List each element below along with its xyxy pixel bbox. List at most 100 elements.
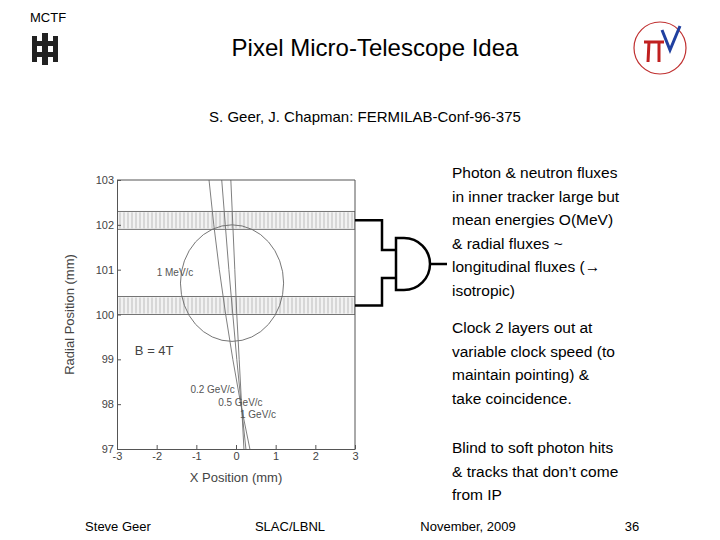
bullet-line: & tracks that don’t come	[452, 463, 618, 480]
tick-mark	[315, 445, 316, 449]
chart: -3-2-10123979899100101102103X Position (…	[62, 174, 359, 485]
pixel-cell	[264, 212, 265, 228]
pixel-cell	[176, 212, 177, 228]
pixel-cell	[208, 298, 209, 314]
footer-text: Steve Geer	[85, 519, 151, 534]
pixel-cell	[324, 298, 325, 314]
tick: 0	[233, 445, 239, 462]
pixel-cell	[268, 298, 269, 314]
pixel-cell	[284, 298, 285, 314]
y-axis-title: Radial Position (mm)	[62, 254, 77, 375]
logo-part	[42, 33, 48, 65]
pixel-cell	[216, 298, 217, 314]
tick-label: 98	[102, 398, 114, 410]
tick: -1	[192, 445, 202, 462]
pixel-cell	[156, 212, 157, 228]
pixel-cell	[136, 212, 137, 228]
pixel-cell	[160, 298, 161, 314]
pixel-cell	[188, 212, 189, 228]
pixel-cell	[316, 212, 317, 228]
pixel-cell	[332, 212, 333, 228]
track-label: 0.5 GeV/c	[218, 397, 262, 408]
pixel-cell	[200, 212, 201, 228]
pixel-cell	[176, 298, 177, 314]
pixel-cell	[148, 298, 149, 314]
pixel-cell	[196, 212, 197, 228]
bullet-line: take coincidence.	[452, 390, 572, 407]
pixel-cell	[276, 298, 277, 314]
pixel-cell	[140, 212, 141, 228]
pixel-cell	[320, 298, 321, 314]
plot-background	[117, 180, 355, 449]
pixel-cell	[348, 212, 349, 228]
pixel-cell	[300, 212, 301, 228]
pixel-cell	[296, 212, 297, 228]
pixel-cell	[268, 212, 269, 228]
pixel-cell	[208, 212, 209, 228]
pixel-cell	[304, 298, 305, 314]
pixel-cell	[148, 212, 149, 228]
logo-part	[32, 36, 37, 62]
tick-mark	[117, 404, 121, 405]
plot-area	[117, 180, 355, 449]
tick-label: 100	[96, 309, 114, 321]
tick-mark	[117, 449, 121, 450]
bullet-line: Blind to soft photon hits	[452, 439, 613, 456]
footer-text: 36	[625, 519, 639, 534]
pixel-cell	[272, 212, 273, 228]
bullet-line: from IP	[452, 486, 502, 503]
tick-label: 97	[102, 443, 114, 455]
wire	[430, 263, 447, 266]
pixel-cell	[188, 298, 189, 314]
tick-label: -1	[192, 450, 202, 462]
pixel-hatch	[120, 212, 352, 228]
tick-label: -3	[113, 450, 123, 462]
pixel-cell	[284, 212, 285, 228]
pixel-cell	[132, 212, 133, 228]
bullet-line: variable clock speed (to	[452, 343, 615, 360]
tick: -2	[152, 445, 162, 462]
tick-label: 102	[96, 219, 114, 231]
pixel-cell	[288, 212, 289, 228]
pixel-cell	[192, 212, 193, 228]
tick: 1	[273, 445, 279, 462]
wire	[355, 278, 396, 306]
slide: MCTFPixel Micro-Telescope IdeaS. Geer, J…	[0, 0, 720, 540]
pixel-cell	[348, 298, 349, 314]
pixel-cell	[192, 298, 193, 314]
pixel-cell	[184, 212, 185, 228]
pixel-cell	[308, 212, 309, 228]
pixel-cell	[124, 212, 125, 228]
footer-text: November, 2009	[420, 519, 515, 534]
circle-label: 1 MeV/c	[157, 267, 194, 278]
pixel-cell	[336, 298, 337, 314]
pixel-cell	[296, 298, 297, 314]
pixel-cell	[308, 298, 309, 314]
footer-text: SLAC/LBNL	[255, 519, 325, 534]
pixel-cell	[164, 212, 165, 228]
pixel-cell	[228, 298, 229, 314]
pixel-cell	[312, 212, 313, 228]
logo-part	[634, 22, 686, 74]
pixel-cell	[220, 298, 221, 314]
pixel-cell	[204, 212, 205, 228]
neutrino-factory-logo	[634, 22, 686, 74]
pixel-cell	[272, 298, 273, 314]
pixel-cell	[128, 298, 129, 314]
pixel-cell	[172, 212, 173, 228]
pixel-cell	[340, 212, 341, 228]
pixel-cell	[228, 212, 229, 228]
bullet-line: Photon & neutron fluxes	[452, 164, 618, 181]
pixel-cell	[152, 212, 153, 228]
tick-label: -2	[152, 450, 162, 462]
tick-label: 3	[352, 450, 358, 462]
pixel-cell	[316, 298, 317, 314]
header: MCTF	[30, 10, 66, 25]
tick: 102	[96, 219, 121, 231]
pixel-cell	[288, 298, 289, 314]
circle-track	[180, 225, 283, 342]
pixel-cell	[172, 298, 173, 314]
fermilab-logo	[32, 33, 58, 65]
tick: 100	[96, 309, 121, 321]
pixel-cell	[292, 298, 293, 314]
